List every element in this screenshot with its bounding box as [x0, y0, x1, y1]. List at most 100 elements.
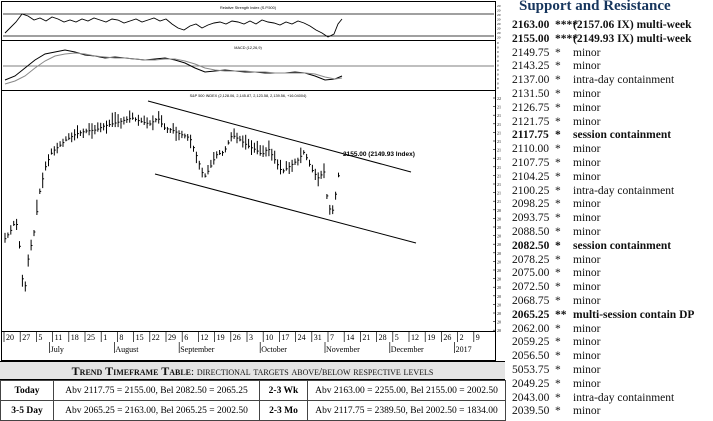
level-row: 2065.25 ** multi-session contain DP [512, 308, 713, 322]
y-tick-label: 20 [497, 328, 501, 333]
level-row: 2163.00 ****(2157.06 IX) multi-week [512, 18, 713, 32]
support-resistance-title: Support and Resistance [519, 0, 671, 14]
y-tick-label: 20 [497, 18, 501, 22]
level-row: 2117.75 * session containment [512, 128, 713, 142]
x-day-label: 8 [119, 333, 123, 342]
level-price: 2039.50 [512, 405, 550, 418]
level-note: intra-day containment [573, 74, 675, 87]
level-stars: * [555, 336, 561, 349]
y-tick-label: 21 [497, 173, 501, 178]
x-day-label: 31 [314, 333, 322, 342]
y-tick-label: 0 [497, 41, 499, 45]
rsi-line [4, 13, 343, 38]
level-price: 2088.50 [512, 226, 550, 238]
x-day-label: 19 [217, 333, 225, 342]
x-day-label: 11 [55, 333, 63, 342]
level-note: minor [573, 60, 601, 73]
y-tick-label: 20 [497, 277, 501, 282]
level-price: 2049.25 [512, 377, 550, 390]
x-day-label: 12 [411, 333, 419, 342]
chart-frame [1, 1, 496, 361]
level-price: 5053.75 [512, 364, 550, 376]
level-stars: * [555, 129, 561, 142]
level-price: 2131.50 [512, 88, 550, 100]
level-stars: * [555, 295, 561, 307]
y-axis-ticks: 2020202020202020000000000002221212121212… [493, 4, 501, 333]
level-note: (2157.06 IX) multi-week [573, 19, 692, 31]
x-day-label: 7 [330, 333, 334, 342]
y-tick-label: 20 [497, 285, 501, 290]
x-day-label: 9 [476, 333, 480, 342]
x-day-label: 20 [6, 333, 14, 342]
timeframe-label: 2-3 Wk [259, 380, 308, 401]
level-row: 2131.50 * minor [512, 87, 713, 101]
date-axis: 20 27 5 11 18 25 1 8 15 22 29 6 12 19 26 3 10 17 24 31 7 14 21… [3, 332, 480, 354]
y-tick-label: 0 [497, 59, 499, 63]
price-chart[interactable]: Relative Strength Index (S.P.500) MACD (… [0, 0, 505, 362]
x-day-label: 18 [71, 333, 79, 342]
trend-table-grid: Today Abv 2117.75 = 2155.00, Bel 2082.50… [0, 380, 506, 421]
y-tick-label: 21 [497, 191, 501, 196]
level-note: session containment [573, 239, 672, 252]
macd-title: MACD (12,26,9) [234, 46, 262, 50]
timeframe-targets: Abv 2117.75 = 2389.50, Bel 2002.50 = 183… [307, 400, 506, 421]
level-row: 2104.25 * minor [512, 170, 713, 184]
level-stars: * [555, 198, 561, 211]
level-note: (2149.93 IX) multi-week [573, 32, 692, 45]
level-stars: * [555, 157, 561, 169]
level-stars: * [555, 46, 561, 59]
channel-upper-line [147, 100, 412, 173]
level-note: minor [573, 364, 601, 376]
y-tick-label: 0 [497, 82, 499, 86]
x-day-label: 14 [346, 333, 354, 342]
level-note: minor [573, 170, 601, 183]
level-price: 2062.00 [512, 322, 550, 335]
x-day-label: 29 [168, 333, 176, 342]
level-note: minor [573, 336, 601, 349]
level-stars: * [555, 350, 561, 363]
level-stars: * [555, 364, 561, 376]
x-day-label: 26 [233, 333, 241, 342]
y-tick-label: 20 [497, 234, 501, 239]
x-day-label: 27 [22, 333, 30, 342]
y-tick-label: 20 [497, 294, 501, 299]
level-price: 2056.50 [512, 350, 550, 363]
support-resistance-panel: Support and Resistance 2163.00 ****(2157.… [512, 0, 713, 421]
y-tick-label: 21 [497, 105, 501, 110]
level-stars: * [555, 184, 561, 197]
level-note: minor [573, 267, 601, 280]
level-note: minor [573, 253, 601, 266]
y-tick-label: 0 [497, 68, 499, 72]
level-row: 2155.00 ****(2149.93 IX) multi-week [512, 32, 713, 46]
level-stars: * [555, 88, 561, 100]
x-month-label: August [115, 345, 139, 354]
level-note: minor [573, 157, 601, 169]
y-tick-label: 20 [497, 216, 501, 221]
x-day-label: 12 [200, 333, 208, 342]
timeframe-label: 2-3 Mo [259, 400, 308, 421]
timeframe-label: Today [0, 380, 54, 401]
level-price: 2163.00 [512, 19, 550, 31]
table-row: 3-5 Day Abv 2065.25 = 2163.00, Bel 2065.… [0, 400, 506, 421]
level-note: minor [573, 405, 601, 418]
y-tick-label: 20 [497, 27, 501, 31]
level-stars: * [555, 115, 561, 128]
y-tick-label: 20 [497, 311, 501, 316]
level-price: 2072.50 [512, 281, 550, 294]
level-row: 2137.00 * intra-day containment [512, 73, 713, 87]
x-day-label: 21 [362, 333, 370, 342]
y-tick-label: 20 [497, 251, 501, 256]
y-tick-label: 20 [497, 31, 501, 35]
x-day-label: 15 [136, 333, 144, 342]
level-price: 2059.25 [512, 336, 550, 349]
level-row: 2082.50 * session containment [512, 239, 713, 253]
y-tick-label: 20 [497, 208, 501, 213]
level-stars: * [555, 74, 561, 87]
level-stars: * [555, 212, 561, 225]
level-row: 2072.50 * minor [512, 280, 713, 294]
timeframe-targets: Abv 2117.75 = 2155.00, Bel 2082.50 = 206… [53, 380, 260, 401]
level-price: 2149.75 [512, 46, 550, 59]
y-tick-label: 20 [497, 9, 501, 13]
macd-line [4, 49, 343, 81]
level-row: 2088.50 * minor [512, 225, 713, 239]
